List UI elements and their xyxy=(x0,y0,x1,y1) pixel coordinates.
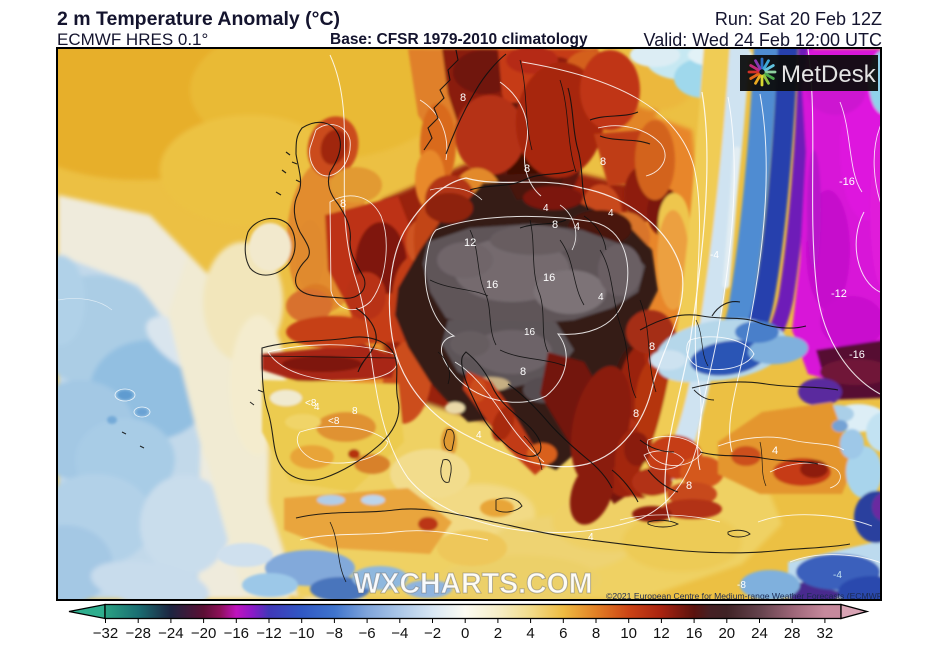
svg-text:4: 4 xyxy=(314,402,320,413)
svg-text:4: 4 xyxy=(476,430,482,441)
svg-text:4: 4 xyxy=(574,221,580,233)
svg-text:©2021 European Centre for Medi: ©2021 European Centre for Medium-range W… xyxy=(606,591,880,599)
svg-text:16: 16 xyxy=(524,327,536,338)
svg-text:32: 32 xyxy=(817,625,834,642)
svg-text:8: 8 xyxy=(524,163,530,175)
svg-text:−4: −4 xyxy=(391,625,408,642)
svg-text:−12: −12 xyxy=(256,625,281,642)
svg-text:16: 16 xyxy=(686,625,703,642)
svg-text:10: 10 xyxy=(620,625,637,642)
svg-text:8: 8 xyxy=(633,408,639,420)
svg-text:4: 4 xyxy=(608,208,614,219)
svg-text:4: 4 xyxy=(598,292,604,303)
svg-text:−24: −24 xyxy=(158,625,183,642)
svg-text:8: 8 xyxy=(460,92,466,104)
svg-text:-16: -16 xyxy=(839,176,855,188)
svg-text:4: 4 xyxy=(526,625,534,642)
svg-text:−6: −6 xyxy=(359,625,376,642)
svg-text:16: 16 xyxy=(543,272,555,284)
svg-text:6: 6 xyxy=(559,625,567,642)
svg-text:24: 24 xyxy=(751,625,768,642)
svg-text:8: 8 xyxy=(600,156,606,168)
svg-text:8: 8 xyxy=(352,406,358,417)
svg-text:−20: −20 xyxy=(191,625,216,642)
svg-text:12: 12 xyxy=(653,625,670,642)
svg-text:−32: −32 xyxy=(93,625,118,642)
svg-text:4: 4 xyxy=(772,445,778,457)
svg-text:8: 8 xyxy=(686,480,692,492)
svg-text:2: 2 xyxy=(494,625,502,642)
svg-text:<8: <8 xyxy=(328,416,340,427)
svg-text:MetDesk: MetDesk xyxy=(781,61,877,88)
svg-text:28: 28 xyxy=(784,625,801,642)
svg-text:-16: -16 xyxy=(849,349,865,361)
svg-text:12: 12 xyxy=(464,237,476,249)
svg-text:8: 8 xyxy=(520,366,526,378)
svg-text:−8: −8 xyxy=(326,625,343,642)
svg-text:16: 16 xyxy=(486,279,498,291)
svg-text:0: 0 xyxy=(461,625,469,642)
svg-text:-12: -12 xyxy=(831,288,847,300)
svg-text:−16: −16 xyxy=(224,625,249,642)
svg-text:8: 8 xyxy=(592,625,600,642)
svg-text:WXCHARTS.COM: WXCHARTS.COM xyxy=(353,568,592,599)
svg-text:8: 8 xyxy=(340,198,346,210)
svg-text:-4: -4 xyxy=(710,250,719,261)
svg-text:−2: −2 xyxy=(424,625,441,642)
svg-text:-4: -4 xyxy=(833,570,842,581)
svg-text:8: 8 xyxy=(552,219,558,231)
svg-text:4: 4 xyxy=(543,203,549,214)
svg-text:4: 4 xyxy=(588,532,594,543)
svg-text:−10: −10 xyxy=(289,625,314,642)
svg-text:20: 20 xyxy=(718,625,735,642)
svg-text:8: 8 xyxy=(649,341,655,353)
svg-text:−28: −28 xyxy=(125,625,150,642)
svg-text:-8: -8 xyxy=(737,580,746,591)
svg-text:<8: <8 xyxy=(305,398,317,409)
